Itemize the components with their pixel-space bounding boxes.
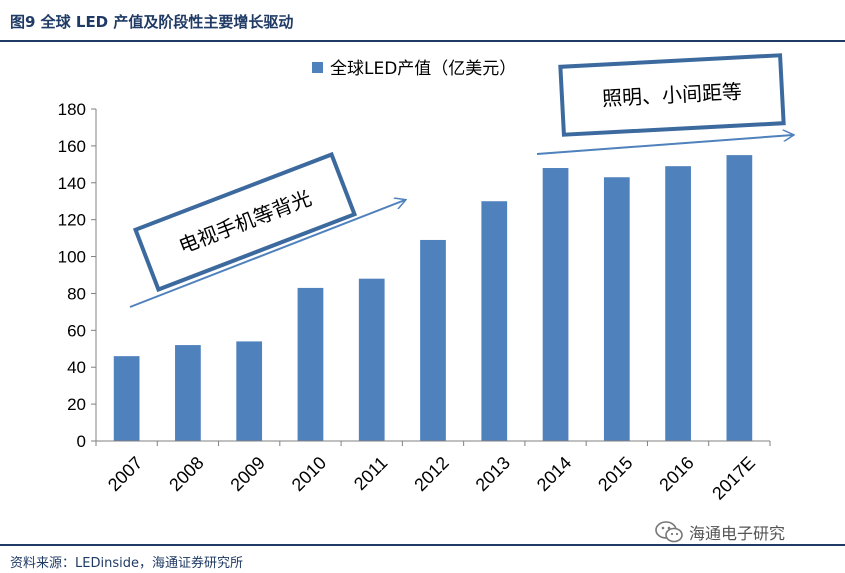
trend-arrow-backlight <box>129 200 405 308</box>
figure-footer: 资料来源：LEDinside，海通证券研究所 <box>0 544 845 573</box>
callout-box-lighting: 照明、小间距等 <box>558 53 786 137</box>
bar-2011 <box>358 278 385 441</box>
figure-source: 资料来源：LEDinside，海通证券研究所 <box>10 556 243 571</box>
legend-swatch <box>312 62 323 73</box>
bar-2009 <box>236 341 263 441</box>
figure-title: 图9 全球 LED 产值及阶段性主要增长驱动 <box>10 13 294 31</box>
y-tick-label: 0 <box>77 432 86 451</box>
bar-chart: 全球LED产值（亿美元） 0 20 40 60 80 100 120 140 160 180 20… <box>58 53 845 504</box>
watermark-text: 海通电子研究 <box>689 524 786 543</box>
y-tick-label: 60 <box>67 321 86 340</box>
x-tick-label: 2015 <box>594 453 636 495</box>
bar-2012 <box>420 239 446 441</box>
legend: 全球LED产值（亿美元） <box>312 59 516 79</box>
callout-box-backlight: 电视手机等背光 <box>132 151 358 293</box>
bar-2014 <box>542 168 569 441</box>
figure-header: 图9 全球 LED 产值及阶段性主要增长驱动 <box>0 0 845 42</box>
bar-2013 <box>481 201 508 441</box>
x-tick-label: 2016 <box>655 453 697 495</box>
trend-arrow-lighting <box>536 135 793 155</box>
x-tick-label: 2014 <box>533 453 575 495</box>
x-tick-label: 2010 <box>288 453 330 495</box>
x-tick-label: 2009 <box>226 453 268 495</box>
wechat-icon <box>655 521 683 543</box>
x-tick-label: 2011 <box>350 453 392 495</box>
y-tick-label: 40 <box>67 358 86 377</box>
y-tick-label: 120 <box>58 211 86 230</box>
bar-2008 <box>175 345 201 441</box>
bar-2017E <box>726 155 753 441</box>
callouts: 电视手机等背光 照明、小间距等 <box>129 53 793 308</box>
x-tick-label: 2013 <box>472 453 514 495</box>
y-tick-label: 80 <box>67 284 86 303</box>
bar-2007 <box>113 356 140 441</box>
y-tick-label: 20 <box>67 395 86 414</box>
legend-label: 全球LED产值（亿美元） <box>330 59 516 79</box>
watermark: 海通电子研究 <box>655 520 785 544</box>
y-tick-label: 140 <box>58 174 86 193</box>
y-tick-label: 100 <box>58 248 86 267</box>
x-tick-label: 2012 <box>410 453 452 495</box>
x-tick-label: 2007 <box>104 453 146 495</box>
x-tick-label: 2017E <box>708 453 759 504</box>
y-tick-label: 180 <box>58 100 86 119</box>
bar-2010 <box>297 287 324 441</box>
x-axis: 2007 2008 2009 2010 2011 2012 2013 2014 2015 2016… <box>95 440 771 504</box>
x-tick-label: 2008 <box>165 453 207 495</box>
y-tick-label: 160 <box>58 137 86 156</box>
bars <box>113 155 753 441</box>
y-axis: 0 20 40 60 80 100 120 140 160 180 <box>58 100 97 451</box>
bar-2016 <box>665 166 691 441</box>
bar-2015 <box>603 177 630 441</box>
